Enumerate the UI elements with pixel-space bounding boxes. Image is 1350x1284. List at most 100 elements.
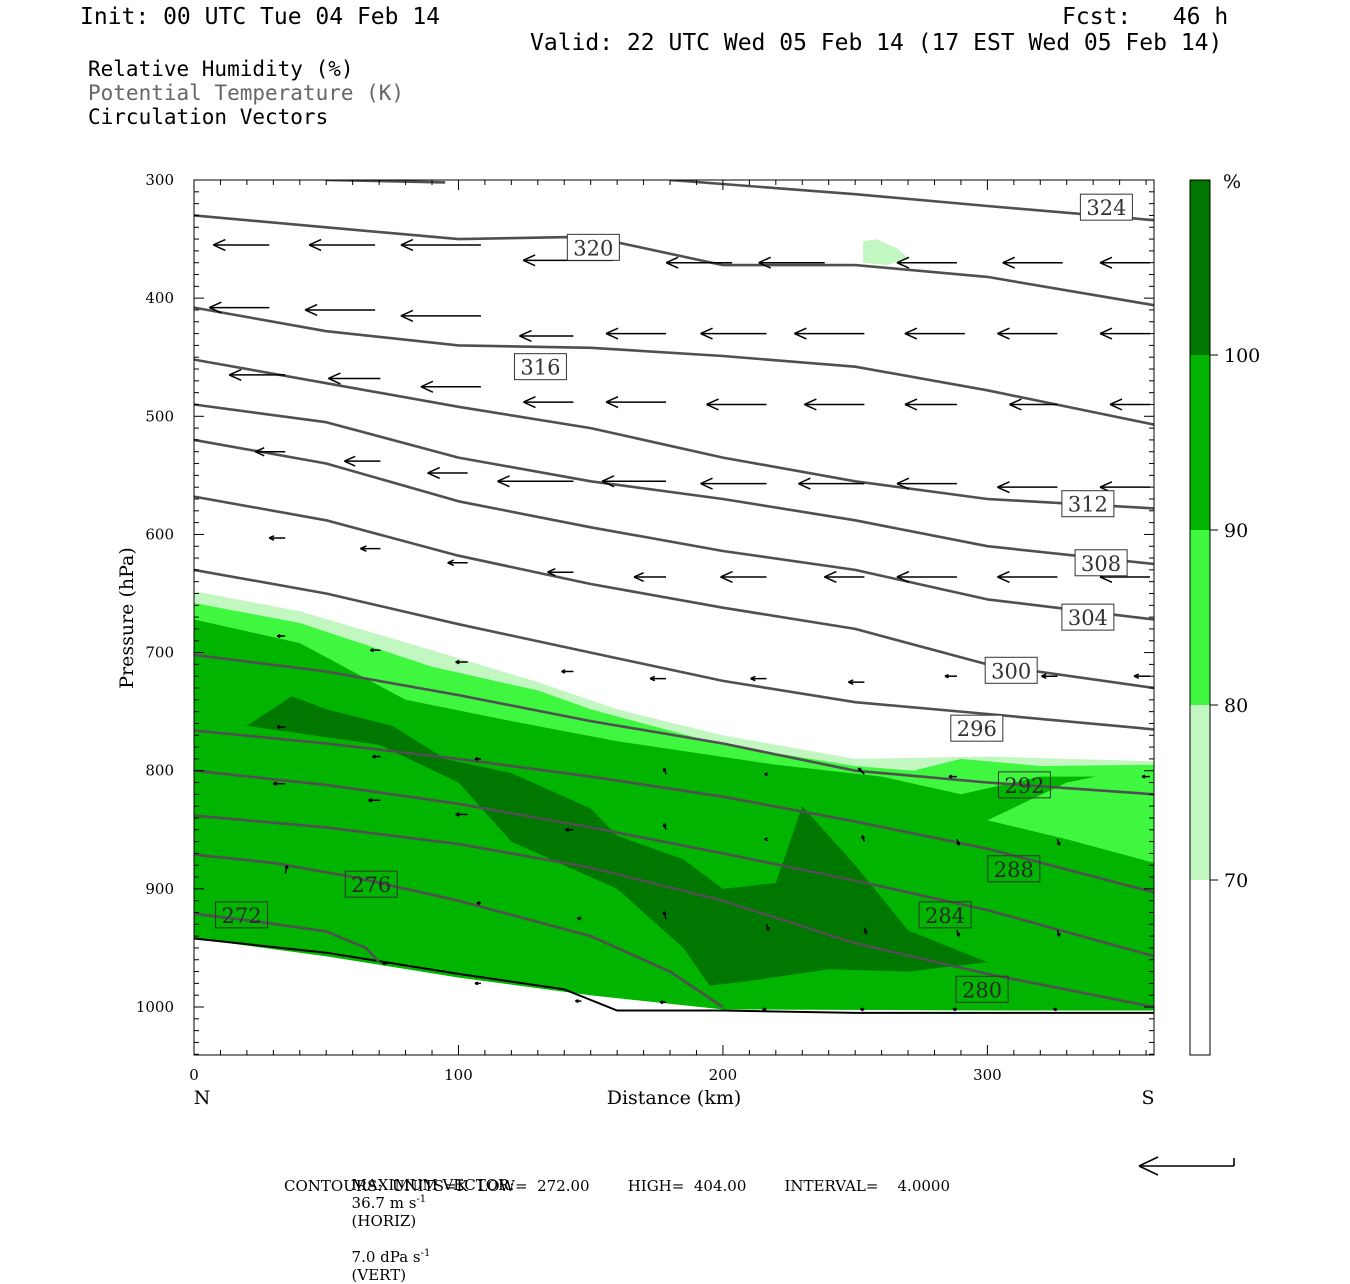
y-axis-title: Pressure (hPa)	[116, 547, 138, 689]
circulation-vector	[1134, 674, 1150, 678]
colorbar-level-label: 90	[1224, 520, 1248, 542]
circulation-vector	[209, 302, 269, 313]
circulation-vector	[701, 328, 767, 339]
isentrope-label-300: 300	[991, 659, 1031, 683]
circulation-vector	[650, 676, 666, 680]
max-vert-value: 7.0 dPa s	[352, 1248, 421, 1266]
y-tick-label: 600	[145, 525, 174, 543]
circulation-vector	[798, 478, 864, 489]
x-end-label-right: S	[1141, 1087, 1154, 1109]
colorbar-level-label: 100	[1224, 345, 1260, 367]
circulation-vector	[1003, 257, 1063, 268]
x-tick-label: 0	[189, 1066, 199, 1084]
circulation-vector	[428, 468, 468, 479]
max-horiz-unit: (HORIZ)	[352, 1212, 417, 1230]
circulation-vector	[561, 670, 573, 673]
colorbar-segment	[1190, 530, 1210, 705]
colorbar-level-label: 70	[1224, 870, 1248, 892]
isentrope-label-304: 304	[1068, 606, 1108, 630]
y-tick-label: 900	[145, 880, 174, 898]
isentrope-label-288: 288	[994, 858, 1034, 882]
cross-section-chart: 272 276 280 284 288 292 296 300 304 308 312 316 320 3…	[0, 0, 1350, 1200]
isentrope-304	[194, 440, 1154, 620]
colorbar: 70 80 90 100	[1190, 180, 1260, 1055]
circulation-vector	[824, 572, 864, 583]
colorbar-unit: %	[1223, 171, 1241, 193]
circulation-vector	[794, 328, 864, 339]
circulation-vector	[401, 310, 481, 321]
circulation-vector	[804, 399, 864, 410]
circulation-vector	[269, 536, 285, 540]
circulation-vector	[997, 482, 1057, 493]
isentrope-label-324: 324	[1086, 196, 1126, 220]
isentrope-312	[194, 360, 1154, 509]
circulation-vector	[606, 328, 666, 339]
x-tick-label: 200	[709, 1066, 738, 1084]
colorbar-segment	[1190, 180, 1210, 355]
y-tick-label: 1000	[136, 998, 174, 1016]
circulation-vector	[897, 572, 957, 583]
colorbar-segment	[1190, 880, 1210, 1055]
circulation-vector	[606, 397, 666, 408]
circulation-vector	[997, 572, 1057, 583]
isentrope-label-272: 272	[222, 904, 262, 928]
max-vert-exp: -1	[421, 1248, 431, 1259]
x-tick-label: 100	[444, 1066, 473, 1084]
circulation-vector	[328, 373, 380, 384]
isentrope-label-276: 276	[351, 873, 391, 897]
y-tick-label: 700	[145, 644, 174, 662]
circulation-vector	[751, 676, 767, 680]
circulation-vector	[213, 240, 269, 251]
circulation-vector	[997, 328, 1057, 339]
isentrope-308	[194, 405, 1154, 565]
isentrope-label-292: 292	[1004, 774, 1044, 798]
isentrope-label-280: 280	[962, 978, 1002, 1002]
circulation-vector	[523, 397, 573, 408]
circulation-vector	[421, 381, 481, 392]
max-vert-unit: (VERT)	[352, 1266, 407, 1284]
circulation-vector	[945, 675, 957, 678]
colorbar-level-label: 80	[1224, 695, 1248, 717]
circulation-vector	[575, 1000, 581, 1003]
circulation-vector	[547, 569, 573, 576]
circulation-vector	[344, 456, 380, 466]
circulation-vector	[707, 399, 767, 410]
circulation-vector	[305, 305, 375, 316]
circulation-vector	[309, 240, 375, 251]
circulation-vector	[1100, 257, 1150, 268]
isentrope-label-284: 284	[925, 904, 965, 928]
circulation-vector	[848, 680, 864, 684]
isentrope-label-316: 316	[520, 356, 560, 380]
isentrope-label-312: 312	[1068, 493, 1108, 517]
isentrope-320	[194, 215, 1154, 305]
colorbar-segment	[1190, 705, 1210, 880]
circulation-vector	[721, 572, 767, 583]
isentrope-label-308: 308	[1081, 552, 1121, 576]
contours-text: CONTOURS: UNITS=K LOW= 272.00 HIGH= 404.…	[284, 1177, 950, 1195]
y-tick-label: 800	[145, 762, 174, 780]
x-tick-label: 300	[973, 1066, 1002, 1084]
circulation-vector	[1100, 328, 1150, 339]
isentrope-label-320: 320	[573, 236, 613, 260]
circulation-vector	[759, 257, 825, 268]
isentrope-316	[194, 308, 1154, 425]
reference-vector	[1139, 1157, 1234, 1175]
colorbar-segment	[1190, 355, 1210, 530]
circulation-vector	[701, 478, 767, 489]
circulation-vector	[360, 546, 380, 551]
circulation-vector	[634, 573, 666, 582]
circulation-vector	[905, 399, 957, 410]
y-tick-label: 400	[145, 289, 174, 307]
y-tick-label: 500	[145, 407, 174, 425]
circulation-vector	[602, 476, 666, 487]
max-horiz-value: 36.7 m s	[352, 1194, 417, 1212]
circulation-vector	[897, 257, 957, 268]
isentrope-label-296: 296	[957, 717, 997, 741]
circulation-vector	[401, 240, 481, 251]
x-end-label-left: N	[194, 1087, 211, 1109]
circulation-vector	[519, 331, 573, 342]
x-axis-title: Distance (km)	[607, 1087, 742, 1109]
circulation-vector	[897, 478, 957, 489]
circulation-vector	[1110, 399, 1150, 410]
circulation-vector	[905, 328, 965, 339]
